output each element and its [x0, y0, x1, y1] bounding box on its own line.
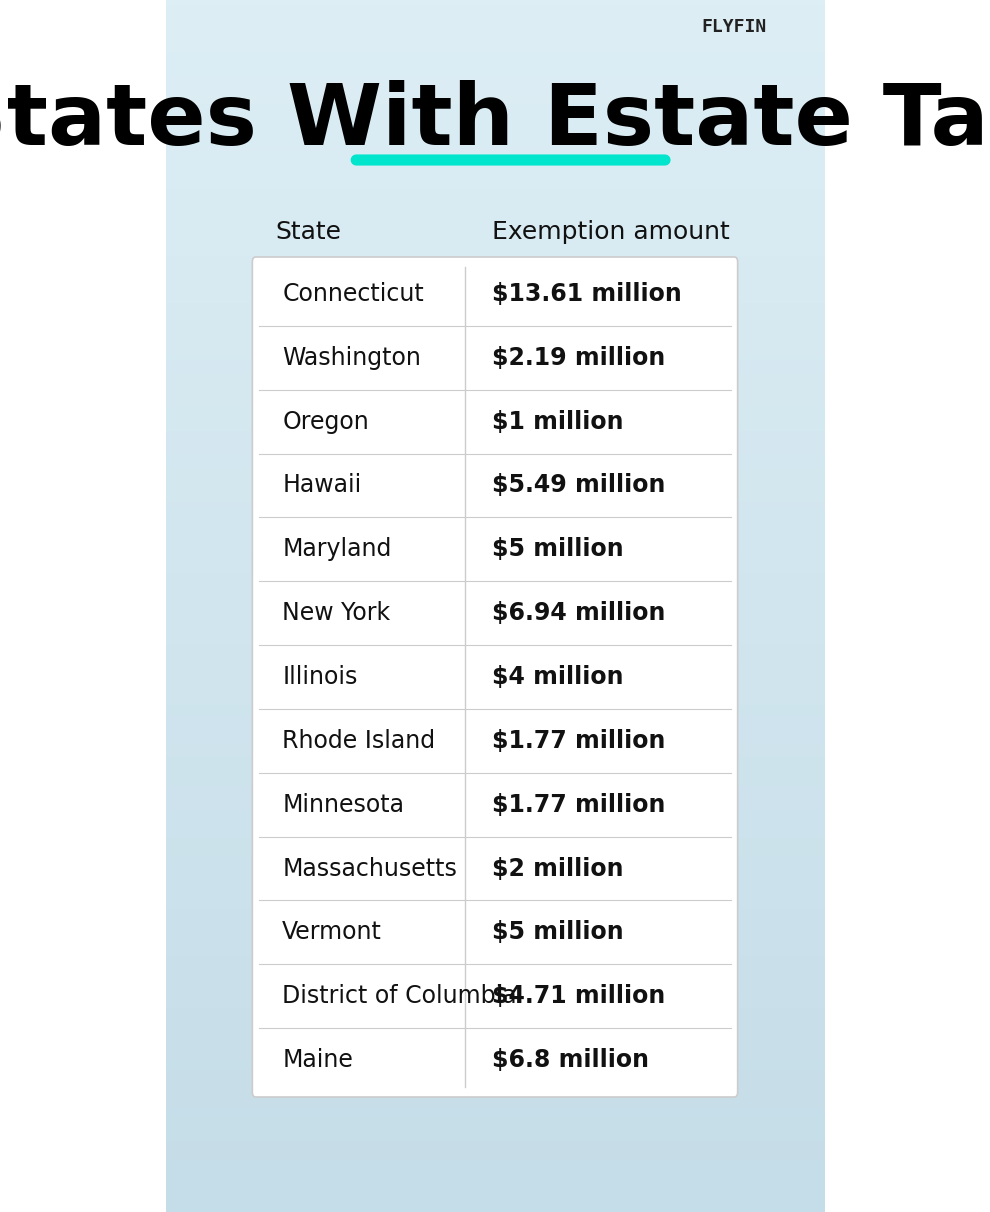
Text: $6.8 million: $6.8 million [492, 1048, 648, 1073]
Text: Vermont: Vermont [282, 920, 382, 944]
Text: $5.49 million: $5.49 million [492, 474, 665, 497]
Text: States With Estate Tax: States With Estate Tax [0, 80, 990, 164]
Text: FLYFIN: FLYFIN [702, 18, 767, 36]
Text: $1.77 million: $1.77 million [492, 793, 665, 817]
Text: $5 million: $5 million [492, 537, 624, 561]
Text: Maryland: Maryland [282, 537, 392, 561]
Text: State: State [275, 221, 342, 244]
Text: Connecticut: Connecticut [282, 282, 424, 305]
Text: Oregon: Oregon [282, 410, 369, 434]
Text: $2 million: $2 million [492, 857, 623, 881]
Text: $1 million: $1 million [492, 410, 623, 434]
Text: $4 million: $4 million [492, 665, 623, 688]
Text: $5 million: $5 million [492, 920, 624, 944]
Text: Maine: Maine [282, 1048, 353, 1073]
Text: Exemption amount: Exemption amount [492, 221, 730, 244]
Text: $13.61 million: $13.61 million [492, 282, 681, 305]
Text: Washington: Washington [282, 345, 421, 370]
Text: District of Columbia: District of Columbia [282, 984, 517, 1008]
Text: $2.19 million: $2.19 million [492, 345, 665, 370]
Text: $1.77 million: $1.77 million [492, 728, 665, 753]
Text: Minnesota: Minnesota [282, 793, 404, 817]
Text: Illinois: Illinois [282, 665, 357, 688]
FancyBboxPatch shape [252, 257, 738, 1097]
Text: Hawaii: Hawaii [282, 474, 361, 497]
Text: New York: New York [282, 601, 390, 625]
Text: Massachusetts: Massachusetts [282, 857, 457, 881]
Text: Rhode Island: Rhode Island [282, 728, 436, 753]
Text: $4.71 million: $4.71 million [492, 984, 665, 1008]
Text: $6.94 million: $6.94 million [492, 601, 665, 625]
